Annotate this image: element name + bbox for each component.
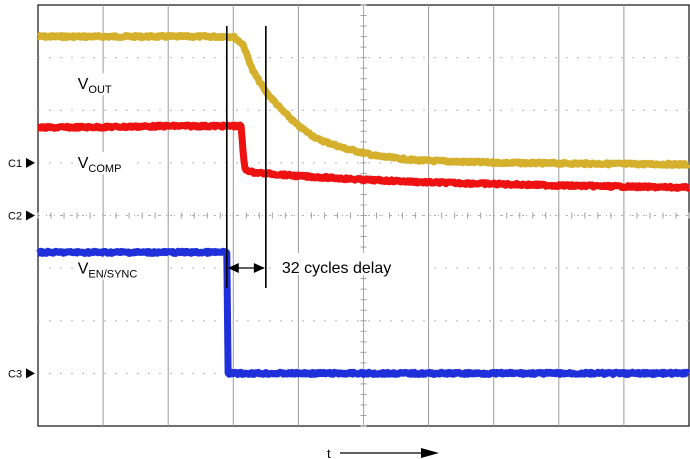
delay-annotation: 32 cycles delay: [225, 26, 428, 288]
trace-label-background: [73, 73, 122, 96]
channel-marker-label: C2: [8, 211, 22, 223]
trace-en-sync: [35, 247, 690, 378]
delay-label: 32 cycles delay: [282, 260, 391, 277]
channel-marker-arrow-icon: [26, 210, 35, 221]
time-axis: t: [327, 446, 439, 459]
time-arrow-head: [421, 448, 439, 458]
channel-marker-arrow-icon: [26, 368, 35, 379]
trace-label-background: [73, 257, 162, 280]
trace-label: VEN/SYNC: [78, 260, 138, 280]
channel-markers: C1 C2 C3: [8, 157, 35, 380]
delay-arrow-left-icon: [227, 263, 239, 273]
channel-marker-label: C1: [8, 158, 22, 170]
time-axis-label: t: [327, 446, 331, 459]
traces: [35, 32, 690, 378]
trace-label: VCOMP: [78, 155, 122, 175]
delay-label-background: [275, 253, 428, 275]
trace-labels: VOUT VCOMP VEN/SYNC: [73, 73, 162, 280]
channel-marker-arrow-icon: [26, 157, 35, 168]
trace-out: [35, 32, 690, 169]
channel-marker-label: C3: [8, 368, 22, 380]
trace-label: VOUT: [78, 76, 112, 96]
delay-arrow-right-icon: [253, 263, 265, 273]
trace-label-background: [73, 152, 132, 175]
grid: [37, 4, 690, 427]
trace-comp: [35, 121, 690, 192]
